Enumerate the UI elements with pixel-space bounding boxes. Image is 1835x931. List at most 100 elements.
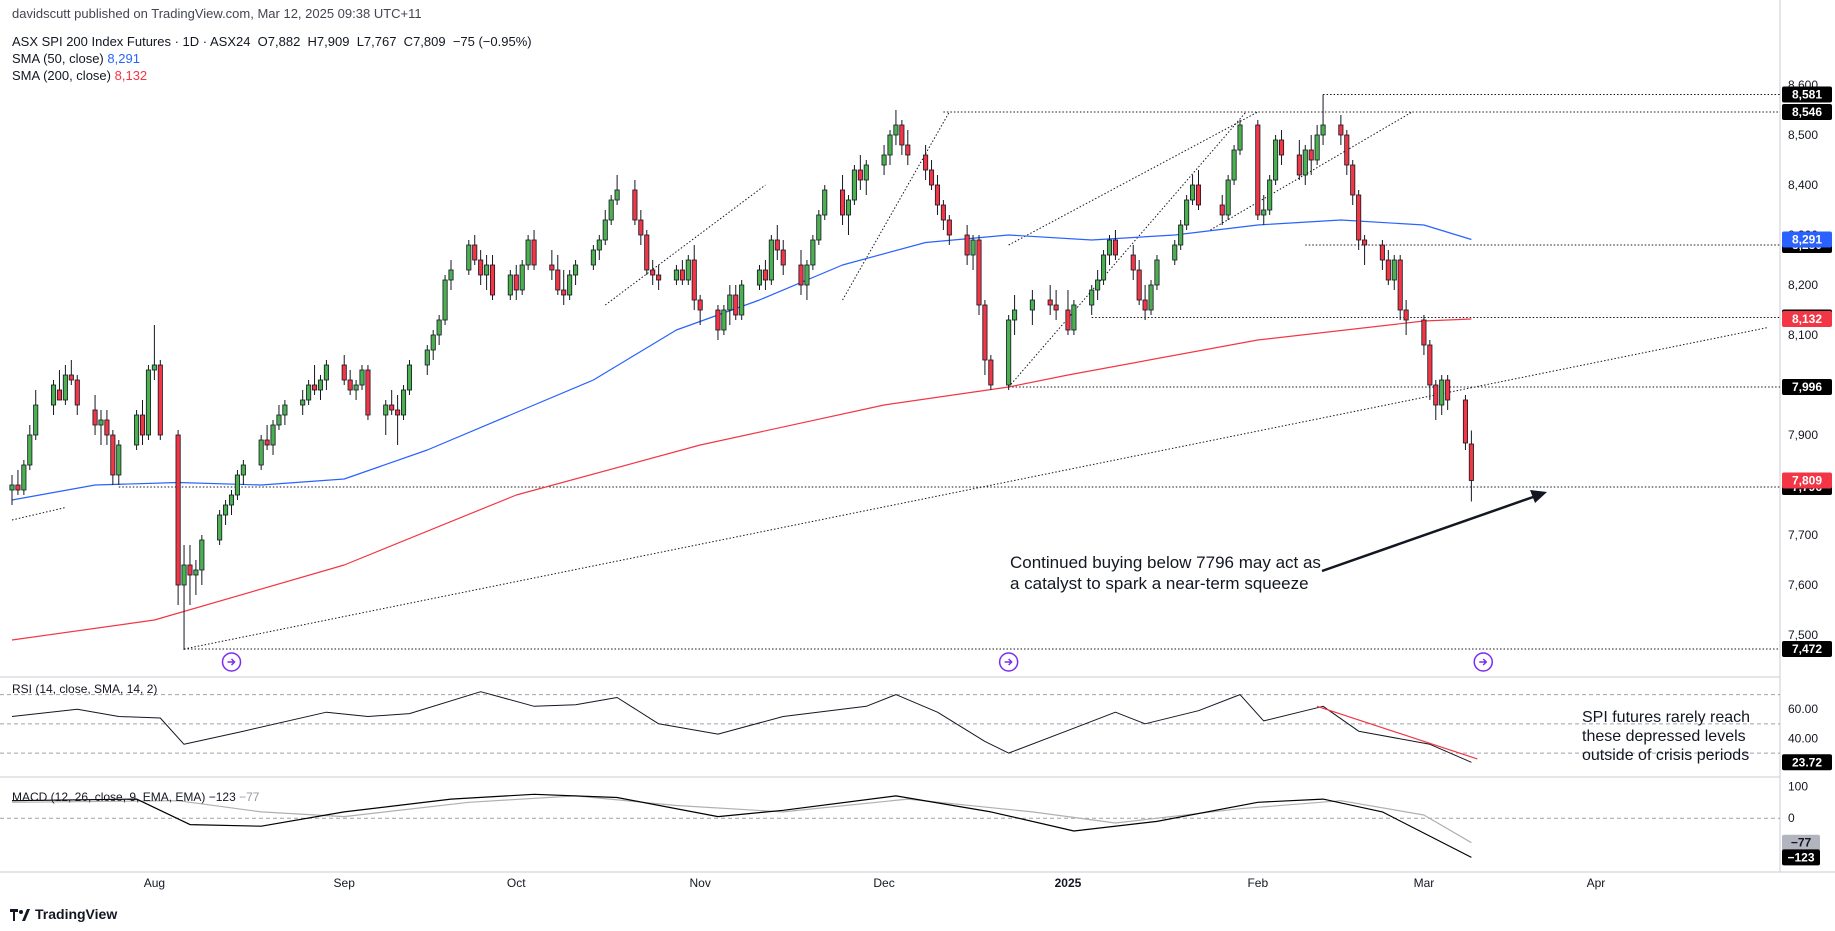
candle-body — [1261, 209, 1267, 216]
annotation-rsi-line: these depressed levels — [1582, 728, 1746, 745]
rsi-line — [11, 691, 1472, 763]
candle-body — [489, 264, 496, 296]
candle-body — [359, 369, 365, 386]
candle-body — [1421, 319, 1427, 346]
candle-down — [365, 365, 371, 420]
candle-body — [199, 539, 205, 571]
candle-body — [234, 474, 240, 496]
level-badge-bg — [1782, 86, 1832, 103]
candle-body — [679, 269, 685, 281]
candle-body — [1142, 299, 1148, 311]
candle-up — [466, 240, 472, 275]
candle-down — [644, 230, 650, 275]
candle-body — [1362, 239, 1368, 246]
candle-up — [424, 345, 430, 375]
candle-down — [264, 425, 270, 450]
candle-up — [1089, 285, 1095, 315]
candle-body — [1350, 164, 1356, 196]
candle-body — [15, 484, 21, 491]
sma200-legend[interactable]: SMA (200, close) 8,132 — [12, 68, 148, 83]
candle-body — [1403, 309, 1409, 321]
rsi-tick-label: 40.00 — [1788, 731, 1818, 745]
candle-body — [1154, 259, 1160, 286]
price-tick-label: 7,600 — [1788, 578, 1818, 592]
candle-body — [673, 269, 679, 281]
candle-body — [845, 199, 852, 216]
candle-up — [223, 500, 229, 525]
candle-body — [1195, 184, 1202, 206]
macd-tick-label: 100 — [1788, 779, 1808, 793]
trend-line — [1008, 111, 1259, 246]
candle-body — [507, 274, 513, 296]
candle-up — [1184, 195, 1190, 230]
level-badge: 8,581 — [1792, 88, 1822, 102]
candle-down — [656, 265, 662, 290]
rsi-legend: RSI (14, close, SMA, 14, 2) — [12, 682, 157, 696]
candle-up — [270, 420, 276, 455]
candle-up — [1029, 290, 1035, 325]
candle-body — [62, 374, 68, 401]
candle-up — [436, 315, 442, 345]
candle-body — [561, 289, 567, 296]
candle-body — [193, 569, 199, 576]
candle-body — [549, 264, 555, 271]
candle-up — [1302, 145, 1308, 185]
candle-body — [573, 264, 579, 276]
candle-body — [768, 239, 774, 281]
candle-body — [151, 364, 157, 371]
candle-down — [74, 375, 80, 415]
candle-body — [1338, 124, 1344, 136]
candle-up — [300, 390, 306, 415]
level-badge-bg — [1782, 379, 1832, 395]
candle-up — [756, 265, 763, 290]
candle-down — [1338, 115, 1344, 145]
candle-body — [756, 269, 763, 286]
candle-body — [472, 244, 478, 261]
candle-down — [139, 400, 146, 445]
tradingview-brand[interactable]: TradingView — [10, 906, 117, 922]
candle-body — [881, 154, 887, 166]
candle-down — [774, 225, 780, 260]
candle-body — [893, 124, 899, 136]
candle-body — [762, 269, 768, 281]
candle-down — [679, 260, 685, 285]
candle-body — [656, 274, 662, 281]
candle-down — [1362, 235, 1368, 265]
candle-down — [1445, 375, 1451, 410]
candle-body — [780, 249, 786, 266]
candle-down — [531, 230, 537, 270]
sma50-legend[interactable]: SMA (50, close) 8,291 — [12, 51, 140, 66]
candle-body — [923, 154, 929, 171]
candle-body — [1445, 379, 1451, 401]
candle-up — [970, 235, 976, 270]
candle-body — [1344, 134, 1350, 166]
candle-up — [685, 255, 691, 285]
candle-down — [899, 120, 905, 155]
candle-body — [1385, 259, 1391, 281]
candle-down — [988, 355, 994, 390]
candle-body — [531, 239, 537, 266]
candle-body — [715, 309, 721, 331]
candle-body — [733, 294, 739, 316]
candle-body — [347, 379, 353, 391]
candle-up — [525, 235, 531, 270]
candle-up — [614, 175, 620, 205]
candle-body — [383, 404, 389, 416]
candle-up — [1095, 270, 1101, 300]
candle-body — [567, 274, 573, 296]
rsi-trend-line — [1316, 705, 1478, 760]
candle-body — [1273, 139, 1279, 181]
candle-body — [982, 304, 988, 361]
candle-down — [1130, 245, 1136, 280]
candle-up — [9, 475, 15, 505]
candle-body — [822, 189, 828, 216]
price-tick-label: 7,500 — [1788, 628, 1818, 642]
candle-body — [946, 219, 952, 236]
candle-body — [774, 239, 780, 251]
time-tick-label: Nov — [689, 876, 710, 890]
candle-body — [590, 249, 596, 266]
candle-down — [478, 250, 484, 285]
time-tick-label: Mar — [1414, 876, 1435, 890]
candle-body — [264, 439, 270, 446]
